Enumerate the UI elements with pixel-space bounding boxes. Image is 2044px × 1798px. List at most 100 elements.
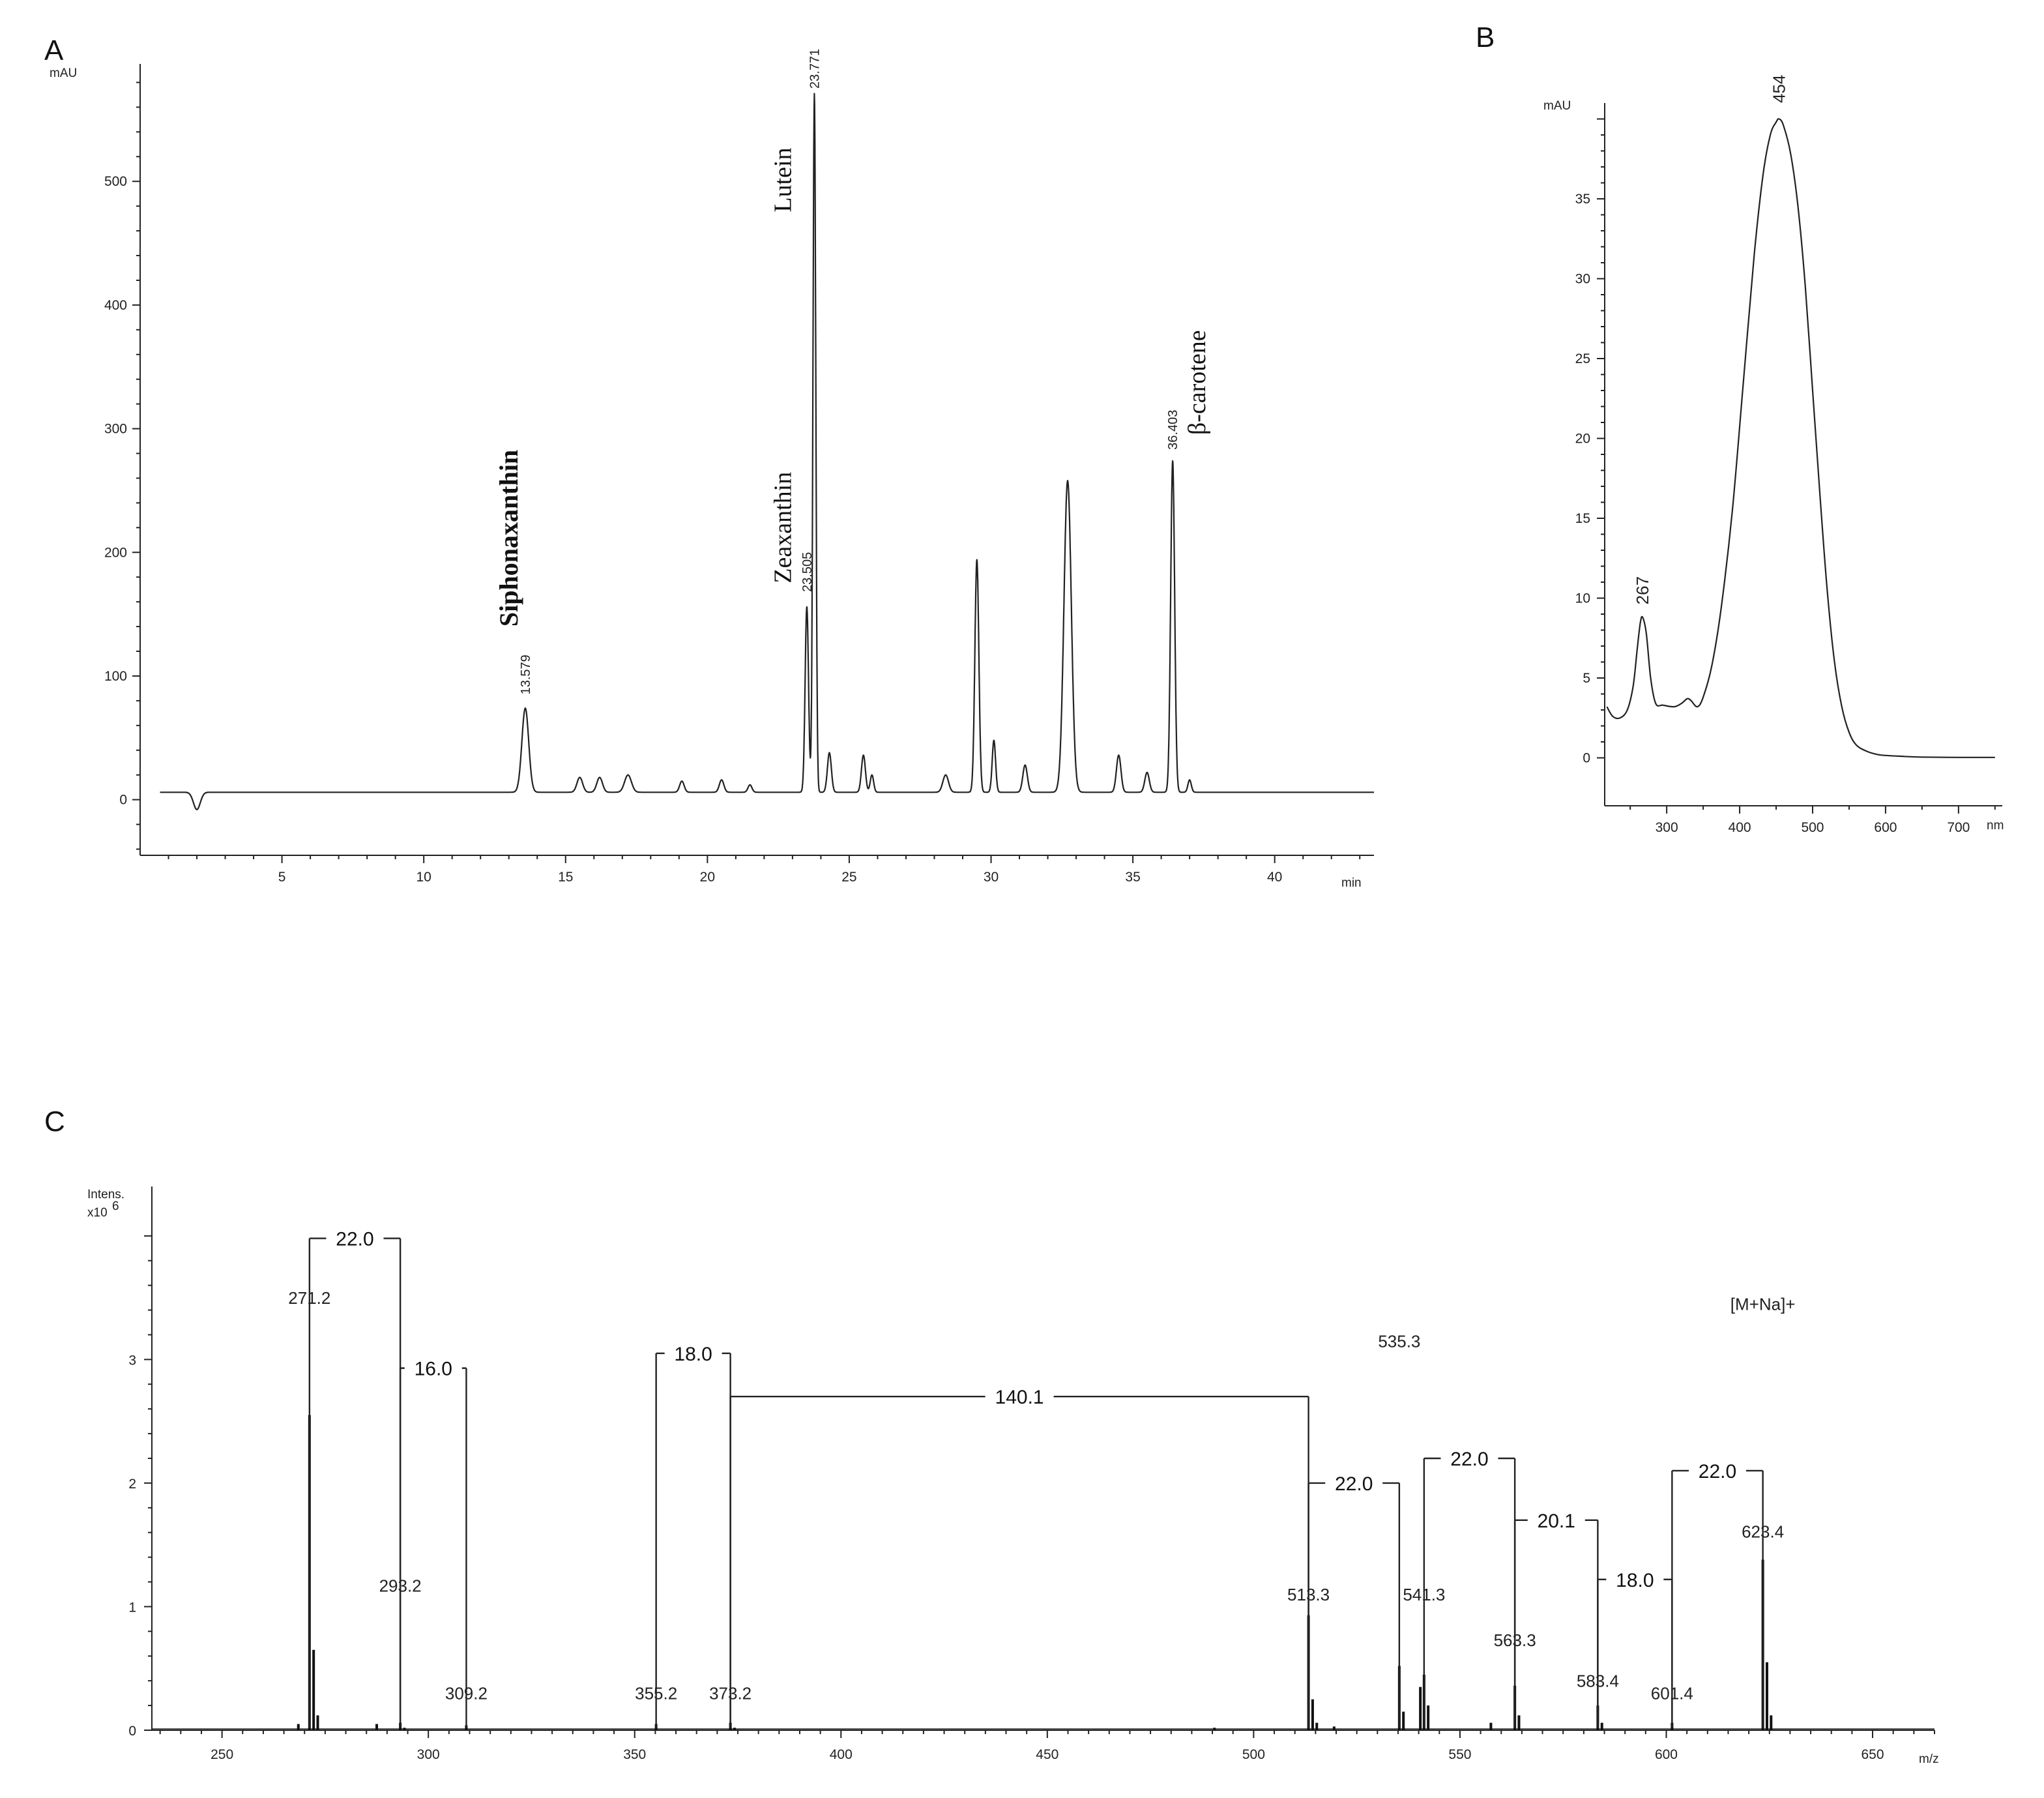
panel-a-x-tick-label: 35 — [1125, 870, 1140, 885]
panel-a-peak-apex — [1146, 771, 1148, 773]
panel-a-y-tick-label: 100 — [104, 669, 127, 684]
panel-c-mass-difference-label: 16.0 — [415, 1359, 452, 1380]
panel-b-letter: B — [1476, 22, 1495, 53]
panel-c-peak-label: 535.3 — [1378, 1331, 1420, 1351]
panel-a-peak-apex — [806, 606, 808, 608]
panel-a-peak-apex — [579, 776, 581, 778]
panel-a-peak-apex — [524, 707, 526, 709]
panel-a-peak-apex — [871, 774, 873, 776]
panel-b-spectrum-trace — [1606, 118, 1995, 758]
panel-c-x-tick-label: 400 — [830, 1747, 853, 1762]
panel-c-mass-difference-label: 18.0 — [674, 1344, 712, 1365]
panel-c: C Intens. x10 6 m/z 250 300 350 400 450 500 550 600 6… — [44, 1106, 1939, 1766]
panel-b-y-tick-label: 35 — [1575, 192, 1590, 207]
panel-c-x-tick-label: 300 — [417, 1747, 440, 1762]
panel-b-peak-label: 454 — [1770, 75, 1789, 103]
panel-a-compound-label: β-carotene — [1184, 330, 1211, 435]
panel-c-mass-difference-label: 22.0 — [1335, 1473, 1373, 1495]
panel-a-peak-apex — [721, 779, 723, 781]
panel-b-xlabel: nm — [1987, 819, 2004, 833]
panel-c-y-tick-label: 0 — [128, 1724, 136, 1739]
panel-a-y-tick-label: 300 — [104, 422, 127, 437]
panel-c-ylabel: Intens. — [87, 1188, 124, 1201]
panel-a-peak-apex — [862, 754, 864, 756]
panel-c-y-tick-label: 2 — [128, 1477, 136, 1492]
panel-c-mass-difference-label: 18.0 — [1616, 1570, 1654, 1591]
panel-c-x-tick-label: 550 — [1448, 1747, 1471, 1762]
panel-a-peak-apex — [1189, 779, 1191, 781]
panel-a-compound-label: Siphonaxanthin — [494, 450, 523, 626]
panel-c-x-tick-label: 250 — [211, 1747, 233, 1762]
panel-a-retention-label: 23.505 — [800, 552, 815, 592]
panel-a-y-tick-label: 0 — [119, 793, 127, 808]
panel-b-y-tick-label: 0 — [1583, 751, 1590, 766]
panel-a-peak-apex — [1067, 480, 1069, 482]
panel-c-label-backdrop — [404, 1357, 462, 1379]
panel-a-letter: A — [44, 35, 64, 66]
panel-a-peak-apex — [627, 774, 629, 776]
panel-a-peak-apex — [598, 776, 600, 778]
panel-c-mass-difference-label: 22.0 — [1699, 1461, 1736, 1482]
panel-c-mass-difference-label: 22.0 — [1450, 1449, 1488, 1470]
panel-b-y-tick-label: 5 — [1583, 671, 1590, 686]
panel-a-retention-label: 36.403 — [1166, 410, 1180, 450]
panel-a-peak-apex — [944, 774, 946, 776]
panel-a-compound-label: Lutein — [770, 147, 797, 212]
panel-c-x-tick-label: 500 — [1242, 1747, 1265, 1762]
panel-a-x-tick-label: 15 — [558, 870, 573, 885]
panel-b-x-tick-label: 400 — [1729, 820, 1751, 835]
panel-b-x-tick-label: 600 — [1874, 820, 1897, 835]
panel-a-chromatogram-trace — [159, 93, 1375, 810]
panel-a-compound-label: Zeaxanthin — [770, 472, 797, 583]
panel-a-xlabel: min — [1341, 876, 1362, 890]
panel-b-y-tick-label: 10 — [1575, 591, 1590, 606]
panel-b-x-tick-label: 500 — [1801, 820, 1824, 835]
panel-c-x-tick-label: 650 — [1862, 1747, 1884, 1762]
panel-a-y-tick-label: 200 — [104, 545, 127, 560]
panel-a-y-tick-label: 500 — [104, 174, 127, 189]
panel-a-peak-apex — [1172, 460, 1174, 462]
panel-b-peak-label: 267 — [1633, 576, 1652, 604]
panel-c-x-tick-label: 450 — [1036, 1747, 1058, 1762]
panel-c-ylabel-superscript: 6 — [112, 1200, 119, 1213]
panel-a-peak-apex — [1024, 764, 1026, 766]
panel-c-ylabel-exponent: x10 — [87, 1206, 108, 1220]
panel-a-x-tick-label: 25 — [841, 870, 856, 885]
panel-a-x-tick-label: 30 — [984, 870, 999, 885]
panel-c-x-tick-label: 350 — [623, 1747, 646, 1762]
panel-c-mass-difference-label: 140.1 — [995, 1387, 1044, 1408]
panel-a-peak-apex — [828, 752, 830, 754]
panel-c-peak-label: [M+Na]+ — [1730, 1295, 1796, 1314]
panel-c-letter: C — [44, 1106, 65, 1138]
panel-a-x-tick-label: 10 — [416, 870, 431, 885]
panel-b-x-tick-label: 700 — [1947, 820, 1970, 835]
panel-a-peak-apex — [813, 93, 815, 95]
panel-a-peak-apex — [1118, 754, 1120, 756]
panel-a-x-tick-label: 40 — [1267, 870, 1282, 885]
panel-a-x-tick-label: 5 — [278, 870, 286, 885]
panel-b-y-tick-label: 15 — [1575, 511, 1590, 526]
panel-a-retention-label: 13.579 — [519, 655, 533, 694]
panel-c-y-tick-label: 3 — [128, 1353, 136, 1368]
panel-b-y-tick-label: 25 — [1575, 351, 1590, 366]
panel-c-mass-difference-label: 22.0 — [336, 1229, 373, 1250]
panel-a-peak-apex — [976, 559, 978, 561]
panel-a-y-tick-label: 400 — [104, 298, 127, 313]
panel-b-y-tick-label: 20 — [1575, 432, 1590, 447]
panel-b-ylabel: mAU — [1543, 99, 1571, 113]
panel-c-y-tick-label: 1 — [128, 1600, 136, 1615]
panel-a-ylabel: mAU — [50, 66, 77, 80]
panel-a-peak-apex — [993, 739, 995, 741]
panel-b-y-tick-label: 30 — [1575, 272, 1590, 287]
panel-c-xlabel: m/z — [1919, 1752, 1939, 1766]
panel-a-retention-label: 23.771 — [808, 49, 822, 89]
panel-a-peak-apex — [681, 780, 683, 782]
panel-c-mass-difference-label: 20.1 — [1538, 1511, 1575, 1532]
panel-c-x-tick-label: 600 — [1655, 1747, 1678, 1762]
panel-b-x-tick-label: 300 — [1656, 820, 1678, 835]
panel-a-x-tick-label: 20 — [700, 870, 715, 885]
panel-a-peak-apex — [749, 784, 751, 786]
